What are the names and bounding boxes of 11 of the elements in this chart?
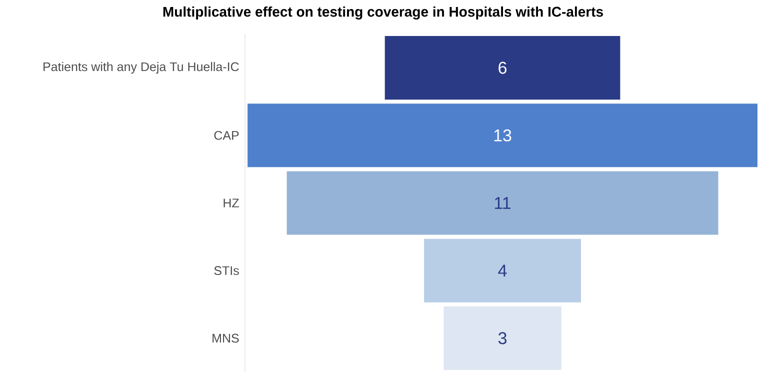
category-label: STIs [214,266,239,276]
data-label: 4 [498,264,507,276]
text: Multiplicative effect on testing coverage in Hospitals with IC-alerts [163,6,603,20]
category-label: Patients with any Deja Tu Huella-IC [44,62,239,74]
category-label: CAP [214,130,239,140]
data-label: 11 [494,197,511,209]
data-label: 13 [494,129,512,142]
data-label: 3 [498,332,506,344]
data-label: 6 [498,62,506,74]
category-label: MNS [212,334,239,343]
category-label: HZ [224,198,239,208]
